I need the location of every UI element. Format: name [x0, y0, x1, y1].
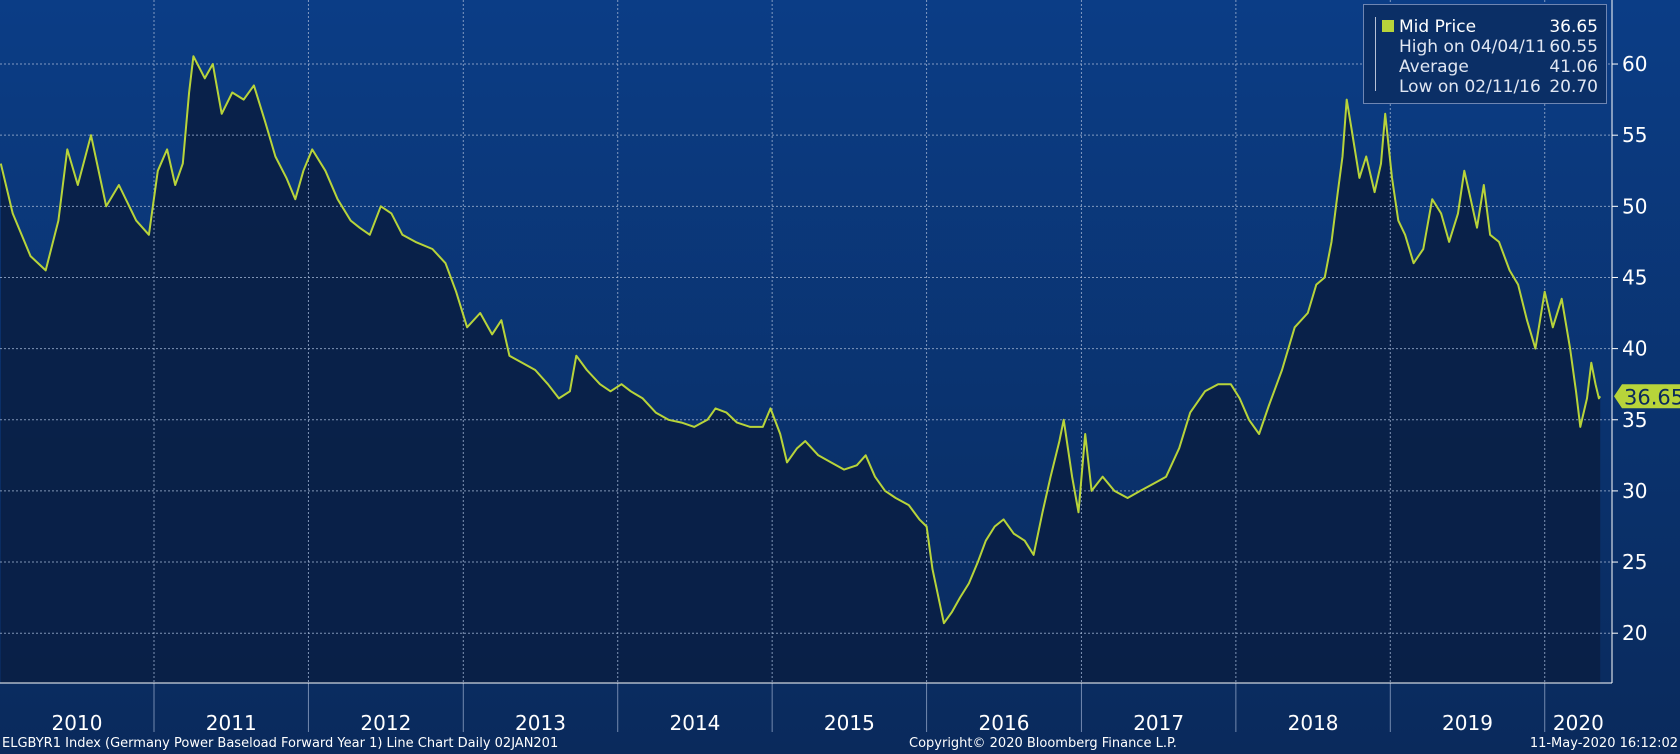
x-tick-label-2015: 2015 [824, 711, 875, 735]
y-tick-label-35: 35 [1622, 408, 1647, 432]
y-tick-label-55: 55 [1622, 123, 1647, 147]
legend-high-label: High on 04/04/11 [1399, 37, 1547, 57]
legend-row-average: Average 41.06 [1364, 57, 1608, 77]
legend-row-high: High on 04/04/11 60.55 [1364, 37, 1608, 57]
mid-price-line [0, 55, 1602, 625]
legend-row-low: Low on 02/11/16 20.70 [1364, 77, 1608, 97]
x-tick-label-2017: 2017 [1133, 711, 1184, 735]
chart-legend: Mid Price 36.65 High on 04/04/11 60.55 A… [1363, 4, 1607, 104]
last-value-label: 36.65 [1624, 385, 1680, 409]
y-tick-label-25: 25 [1622, 550, 1647, 574]
legend-mid-price-value: 36.65 [1549, 17, 1598, 37]
legend-average-label: Average [1399, 57, 1469, 77]
x-tick-label-2011: 2011 [206, 711, 257, 735]
legend-high-value: 60.55 [1549, 37, 1598, 57]
y-tick-label-50: 50 [1622, 194, 1647, 218]
y-tick-label-20: 20 [1622, 621, 1647, 645]
x-tick-label-2013: 2013 [515, 711, 566, 735]
y-tick-label-45: 45 [1622, 265, 1647, 289]
footer-timestamp: 11-May-2020 16:12:02 [1529, 736, 1678, 751]
legend-low-value: 20.70 [1549, 77, 1598, 97]
x-tick-label-2018: 2018 [1288, 711, 1339, 735]
y-tick-label-60: 60 [1622, 52, 1647, 76]
x-tick-label-2019: 2019 [1442, 711, 1493, 735]
legend-row-mid-price: Mid Price 36.65 [1364, 17, 1608, 37]
mid-price-swatch-icon [1382, 20, 1394, 32]
price-area-fill [0, 56, 1601, 683]
legend-average-value: 41.06 [1549, 57, 1598, 77]
legend-rail [1375, 17, 1376, 91]
x-tick-label-2012: 2012 [360, 711, 411, 735]
y-tick-label-40: 40 [1622, 337, 1647, 361]
footer-copyright: Copyright© 2020 Bloomberg Finance L.P. [909, 736, 1177, 751]
footer-index-description: ELGBYR1 Index (Germany Power Baseload Fo… [2, 736, 559, 751]
legend-low-label: Low on 02/11/16 [1399, 77, 1541, 97]
x-tick-label-2020: 2020 [1553, 711, 1604, 735]
x-tick-label-2010: 2010 [52, 711, 103, 735]
x-tick-label-2014: 2014 [669, 711, 720, 735]
last-value-marker: 36.65 [1614, 384, 1680, 409]
last-value-badge [1614, 384, 1680, 409]
x-tick-label-2016: 2016 [979, 711, 1030, 735]
legend-mid-price-label: Mid Price [1399, 17, 1477, 37]
y-tick-label-30: 30 [1622, 479, 1647, 503]
